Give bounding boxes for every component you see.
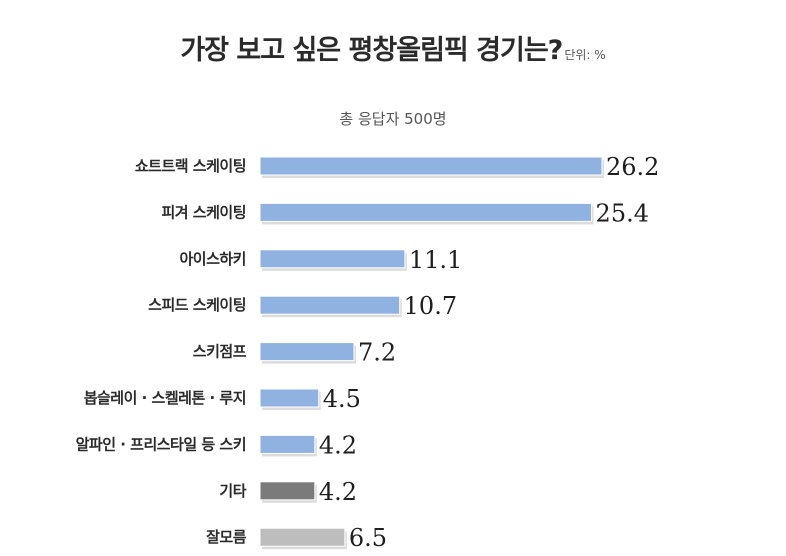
value-label: 26.2 [606,153,659,181]
bar [259,388,320,408]
value-label: 4.5 [323,385,361,413]
bar [259,481,316,501]
bar [259,249,406,269]
bar [259,527,346,547]
bar [259,434,316,454]
value-label: 4.2 [319,431,357,459]
category-label: 피겨 스케이팅 [161,203,246,221]
bar [259,342,355,362]
bar [259,156,603,176]
unit-label: 단위: % [564,48,606,62]
value-label: 6.5 [349,524,387,552]
bar [259,295,401,315]
value-label: 11.1 [409,246,462,274]
category-label: 스키점프 [193,343,247,361]
category-label: 기타 [219,482,246,500]
value-label: 10.7 [404,292,457,320]
category-label: 스피드 스케이팅 [148,296,246,314]
category-label: 쇼트트랙 스케이팅 [135,157,246,175]
category-label: 잘모름 [206,528,247,546]
chart-title: 가장 보고 싶은 평창올림픽 경기는? [180,35,563,66]
category-label: 봅슬레이 · 스켈레톤 · 루지 [84,389,246,407]
value-label: 7.2 [358,339,396,367]
value-label: 25.4 [596,199,649,227]
chart-subtitle: 총 응답자 500명 [339,110,447,128]
category-label: 알파인 · 프리스타일 등 스키 [76,435,246,453]
chart-title-block: 가장 보고 싶은 평창올림픽 경기는? 단위: % [0,28,786,67]
value-label: 4.2 [319,478,357,506]
category-label: 아이스하키 [179,250,246,268]
bar [259,202,593,222]
